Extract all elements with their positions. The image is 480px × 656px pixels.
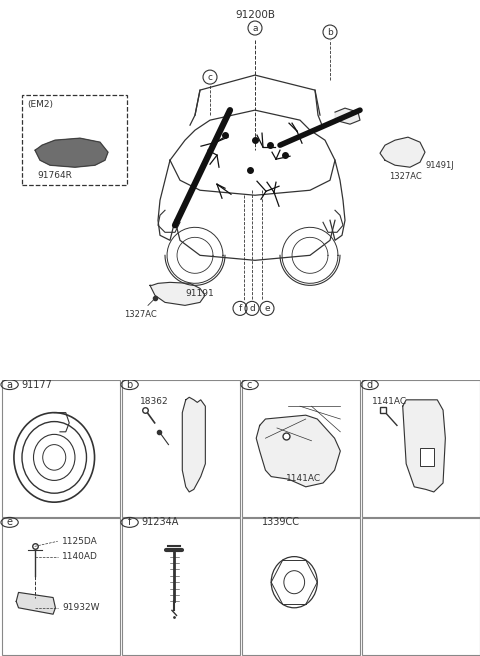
Text: 1140AD: 1140AD: [62, 552, 98, 561]
Bar: [242, 518, 360, 655]
Polygon shape: [35, 138, 108, 167]
Text: 1141AC: 1141AC: [286, 474, 321, 483]
Polygon shape: [335, 108, 360, 124]
Text: f: f: [128, 518, 132, 527]
Text: d: d: [367, 380, 372, 390]
Text: e: e: [264, 304, 270, 313]
Bar: [2, 518, 120, 655]
Text: 91200B: 91200B: [235, 10, 275, 20]
Text: 91177: 91177: [22, 380, 52, 390]
Text: 1125DA: 1125DA: [62, 537, 98, 546]
Text: 91932W: 91932W: [62, 604, 100, 612]
Text: b: b: [327, 28, 333, 37]
Text: c: c: [207, 73, 213, 81]
Text: f: f: [239, 304, 241, 313]
Bar: [2, 380, 120, 517]
Text: 1327AC: 1327AC: [124, 310, 156, 319]
Text: 1339CC: 1339CC: [262, 518, 300, 527]
Bar: [362, 518, 480, 655]
Polygon shape: [150, 282, 205, 306]
Text: 18362: 18362: [140, 398, 168, 406]
Text: 91491J: 91491J: [425, 161, 454, 170]
Text: 1141AC: 1141AC: [372, 398, 407, 406]
Bar: [122, 380, 240, 517]
Text: c: c: [247, 380, 252, 390]
Polygon shape: [256, 415, 340, 487]
Text: 1327AC: 1327AC: [389, 173, 421, 181]
Text: a: a: [252, 24, 258, 33]
Polygon shape: [16, 592, 55, 614]
Bar: [420, 449, 434, 466]
Bar: [362, 380, 480, 517]
Text: 91764R: 91764R: [37, 171, 72, 180]
Polygon shape: [403, 400, 445, 492]
Polygon shape: [182, 398, 205, 492]
Text: b: b: [126, 380, 133, 390]
Text: a: a: [7, 380, 12, 390]
Text: 91234A: 91234A: [142, 518, 179, 527]
Text: 91191: 91191: [185, 289, 214, 298]
Bar: [242, 380, 360, 517]
Text: (EM2): (EM2): [27, 100, 53, 109]
Text: e: e: [7, 518, 12, 527]
Polygon shape: [380, 137, 425, 167]
Bar: [122, 518, 240, 655]
Text: d: d: [249, 304, 255, 313]
FancyBboxPatch shape: [22, 95, 127, 185]
